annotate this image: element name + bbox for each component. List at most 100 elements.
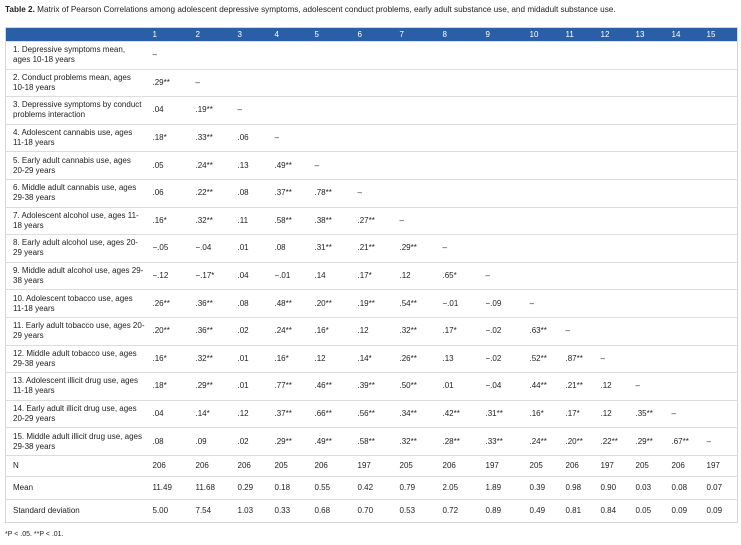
table-body: 1. Depressive symptoms mean, ages 10-18 … — [5, 41, 738, 523]
cell: .38** — [310, 206, 354, 235]
header-row: 1 2 3 4 5 6 7 8 9 10 11 12 13 14 15 — [5, 27, 738, 42]
column-header: 6 — [353, 27, 396, 42]
table-row: 2. Conduct problems mean, ages 10-18 yea… — [5, 68, 738, 97]
cell: .78** — [310, 178, 354, 208]
cell: .18* — [148, 123, 192, 152]
correlation-table: 1 2 3 4 5 6 7 8 9 10 11 12 13 14 15 1. Depressive symp… — [5, 27, 738, 523]
cell: – — [191, 68, 234, 97]
empty-cell — [667, 344, 703, 373]
empty-cell — [702, 289, 738, 318]
cell: 0.09 — [702, 498, 738, 523]
cell: 197 — [702, 454, 738, 477]
cell: −.01 — [270, 261, 311, 290]
cell: −.17* — [191, 261, 234, 290]
cell: −.04 — [191, 234, 234, 263]
cell: .36** — [191, 289, 234, 318]
empty-cell — [525, 68, 562, 97]
empty-cell — [596, 96, 632, 125]
row-label: 12. Middle adult tobacco use, ages 29-38… — [5, 344, 149, 373]
cell: 1.03 — [233, 498, 271, 523]
cell: .16* — [148, 206, 192, 235]
empty-cell — [438, 206, 482, 235]
cell: .14 — [310, 261, 354, 290]
cell: .29** — [270, 427, 311, 456]
empty-cell — [270, 96, 311, 125]
cell: 0.53 — [395, 498, 439, 523]
cell: – — [561, 316, 597, 346]
cell: 0.90 — [596, 475, 632, 500]
empty-cell — [438, 96, 482, 125]
cell: 0.07 — [702, 475, 738, 500]
row-label: Mean — [5, 475, 149, 500]
empty-cell — [596, 178, 632, 208]
cell: 1.89 — [481, 475, 526, 500]
cell: 0.39 — [525, 475, 562, 500]
row-label: Standard deviation — [5, 498, 149, 523]
cell: .49** — [310, 427, 354, 456]
cell: .26** — [395, 344, 439, 373]
cell: .32** — [395, 427, 439, 456]
empty-cell — [561, 123, 597, 152]
cell: 206 — [438, 454, 482, 477]
cell: .20** — [148, 316, 192, 346]
cell: 0.89 — [481, 498, 526, 523]
table-row: Mean 11.49 11.68 0.29 0.18 0.55 0.42 0.79 2.05 1.… — [5, 475, 738, 500]
cell: .33** — [191, 123, 234, 152]
cell: .01 — [233, 234, 271, 263]
empty-cell — [702, 96, 738, 125]
empty-cell — [702, 344, 738, 373]
cell: – — [438, 234, 482, 263]
cell: 0.98 — [561, 475, 597, 500]
column-header: 14 — [667, 27, 703, 42]
cell: 0.03 — [631, 475, 668, 500]
cell: 205 — [631, 454, 668, 477]
row-label: 10. Adolescent tobacco use, ages 11-18 y… — [5, 289, 149, 318]
empty-cell — [525, 96, 562, 125]
cell: .50** — [395, 372, 439, 401]
cell: .48** — [270, 289, 311, 318]
empty-cell — [596, 234, 632, 263]
empty-cell — [438, 68, 482, 97]
cell: – — [310, 151, 354, 180]
cell: 0.33 — [270, 498, 311, 523]
empty-cell — [525, 206, 562, 235]
empty-cell — [310, 123, 354, 152]
cell: – — [481, 261, 526, 290]
empty-cell — [525, 178, 562, 208]
cell: .66** — [310, 399, 354, 428]
cell: 205 — [270, 454, 311, 477]
table-row: N 206 206 206 205 206 197 205 206 197 205 206 197 205… — [5, 454, 738, 477]
cell: 0.08 — [667, 475, 703, 500]
cell: .22** — [191, 178, 234, 208]
cell: .32** — [191, 206, 234, 235]
cell: 0.70 — [353, 498, 396, 523]
empty-cell — [233, 68, 271, 97]
empty-cell — [667, 234, 703, 263]
cell: 0.29 — [233, 475, 271, 500]
cell: – — [596, 344, 632, 373]
empty-cell — [667, 41, 703, 70]
empty-cell — [596, 68, 632, 97]
empty-cell — [395, 68, 439, 97]
empty-cell — [191, 41, 234, 70]
empty-cell — [596, 206, 632, 235]
table-row: 8. Early adult alcohol use, ages 20-29 y… — [5, 234, 738, 263]
cell: .58** — [353, 427, 396, 456]
cell: 11.49 — [148, 475, 192, 500]
empty-cell — [631, 344, 668, 373]
cell: .16* — [270, 344, 311, 373]
cell: – — [702, 427, 738, 456]
cell: .06 — [233, 123, 271, 152]
empty-cell — [481, 234, 526, 263]
cell: 0.79 — [395, 475, 439, 500]
cell: .37** — [270, 399, 311, 428]
empty-cell — [438, 123, 482, 152]
empty-cell — [270, 68, 311, 97]
cell: .31** — [310, 234, 354, 263]
cell: .67** — [667, 427, 703, 456]
empty-cell — [481, 41, 526, 70]
column-header: 7 — [395, 27, 439, 42]
cell: .29** — [631, 427, 668, 456]
cell: 206 — [310, 454, 354, 477]
cell: .31** — [481, 399, 526, 428]
